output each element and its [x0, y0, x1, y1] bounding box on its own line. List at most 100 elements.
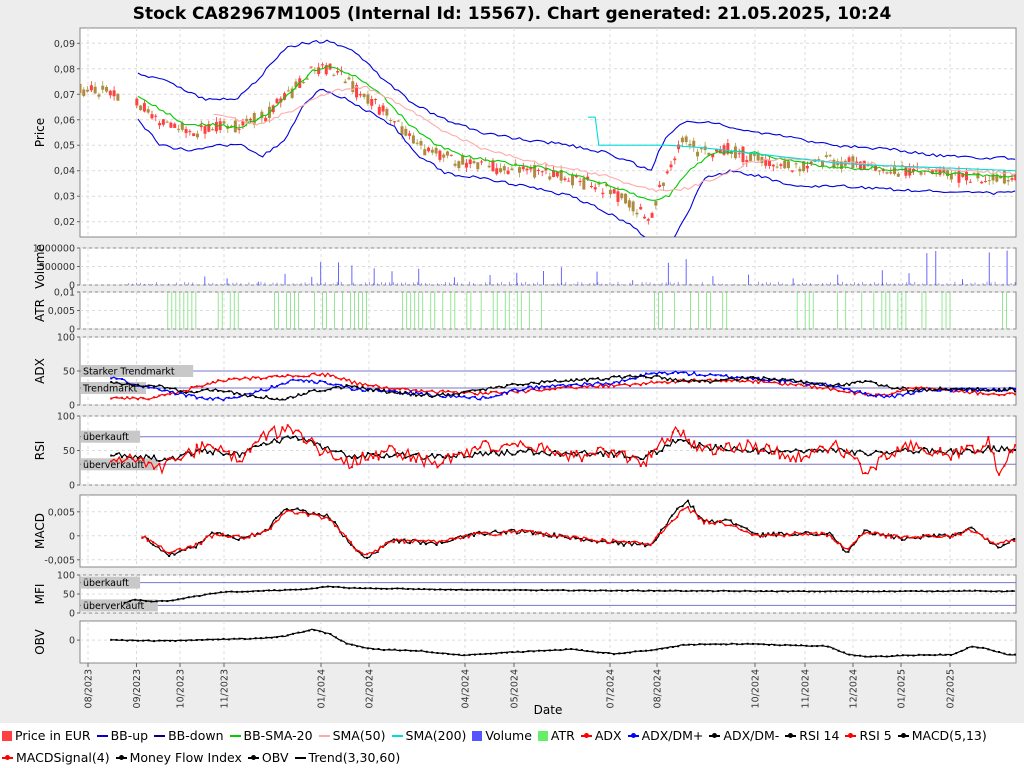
- series-marker: [243, 453, 246, 456]
- series-marker: [372, 390, 375, 393]
- series-marker: [612, 538, 615, 541]
- series-marker: [345, 384, 348, 387]
- series-marker: [719, 448, 722, 451]
- series-marker: [693, 446, 696, 449]
- series-marker: [194, 542, 197, 545]
- series-marker: [190, 394, 193, 397]
- series-marker: [570, 378, 573, 381]
- series-marker: [431, 453, 434, 456]
- series-marker: [457, 653, 460, 656]
- series-marker: [645, 376, 648, 379]
- candle-body: [192, 133, 196, 137]
- series-marker: [217, 449, 220, 452]
- series-marker: [602, 651, 605, 654]
- series-marker: [141, 536, 144, 539]
- series-marker: [334, 450, 337, 453]
- series-marker: [302, 440, 305, 443]
- series-marker: [783, 535, 786, 538]
- series-marker: [559, 386, 562, 389]
- series-marker: [591, 650, 594, 653]
- series-marker: [650, 455, 653, 458]
- series-marker: [639, 650, 642, 653]
- legend-item-bb-sma-20: BB-SMA-20: [229, 728, 313, 743]
- series-marker: [452, 453, 455, 456]
- series-marker: [575, 449, 578, 452]
- candle-body: [491, 160, 495, 172]
- series-marker: [591, 452, 594, 455]
- series-marker: [350, 456, 353, 459]
- series-marker: [719, 520, 722, 523]
- series-marker: [404, 390, 407, 393]
- series-marker: [136, 398, 139, 401]
- series-marker: [511, 651, 514, 654]
- candle-body: [946, 170, 950, 177]
- series-marker: [538, 389, 541, 392]
- series-marker: [717, 590, 720, 593]
- series-marker: [551, 589, 554, 592]
- series-marker: [746, 377, 749, 380]
- series-marker: [259, 532, 262, 535]
- series-marker: [927, 535, 930, 538]
- series-marker: [190, 454, 193, 457]
- series-marker: [355, 549, 358, 552]
- series-marker: [329, 388, 332, 391]
- series-marker: [713, 523, 716, 526]
- series-marker: [481, 588, 484, 591]
- series-marker: [698, 441, 701, 444]
- series-marker: [334, 458, 337, 461]
- series-marker: [515, 532, 518, 535]
- legend-line: [96, 735, 108, 737]
- series-marker: [281, 426, 284, 429]
- legend-line: [294, 757, 306, 759]
- series-marker: [939, 386, 942, 389]
- x-tick-label-12: 12/2024: [849, 669, 860, 708]
- series-marker: [431, 389, 434, 392]
- panel-atr-ytick-label-2: 0,01: [54, 288, 75, 299]
- panel-obv-series: [110, 628, 1016, 658]
- candle-body: [828, 155, 832, 157]
- series-marker: [564, 648, 567, 651]
- legend-marker: [712, 733, 718, 738]
- candle-body: [305, 78, 309, 80]
- series-marker: [492, 589, 495, 592]
- candle-body: [953, 173, 957, 175]
- series-marker: [875, 393, 878, 396]
- series-marker: [761, 535, 764, 538]
- series-marker: [891, 392, 894, 395]
- series-marker: [361, 389, 364, 392]
- series-marker: [772, 531, 775, 534]
- series-marker: [511, 442, 514, 445]
- panel-volume-ytick-label-1: 500000: [39, 262, 75, 273]
- series-marker: [574, 537, 577, 540]
- series-marker: [190, 390, 193, 393]
- series-marker: [238, 460, 241, 463]
- candle-body: [464, 162, 468, 168]
- series-marker: [575, 454, 578, 457]
- candle-body: [571, 174, 575, 186]
- series-marker: [522, 443, 525, 446]
- series-marker: [1003, 464, 1006, 467]
- series-marker: [773, 381, 776, 384]
- panel-price-ytick-label-5: 0,07: [54, 90, 75, 101]
- series-marker: [776, 590, 779, 593]
- series-marker: [794, 384, 797, 387]
- series-marker: [805, 384, 808, 387]
- series-marker: [286, 373, 289, 376]
- series-marker: [380, 587, 383, 590]
- series-marker: [650, 380, 653, 383]
- series-marker: [249, 447, 252, 450]
- series-marker: [198, 595, 201, 598]
- candle-body: [692, 140, 696, 148]
- series-marker: [709, 373, 712, 376]
- series-marker: [960, 649, 963, 652]
- candle-body: [370, 98, 374, 106]
- series-marker: [832, 647, 835, 650]
- series-marker: [222, 637, 225, 640]
- series-marker: [243, 376, 246, 379]
- series-marker: [631, 589, 634, 592]
- candle-body: [1014, 174, 1016, 181]
- series-marker: [815, 534, 818, 537]
- candle-body: [411, 135, 415, 144]
